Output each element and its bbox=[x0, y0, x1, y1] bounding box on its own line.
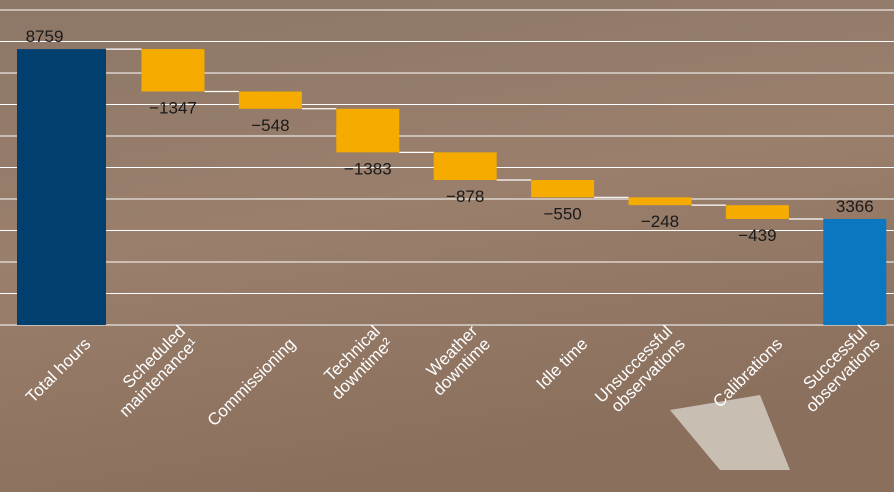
bar bbox=[433, 152, 497, 181]
bar bbox=[531, 180, 595, 198]
data-label: −1347 bbox=[149, 99, 197, 118]
bar bbox=[725, 205, 789, 219]
bar bbox=[628, 197, 692, 206]
data-label: −439 bbox=[738, 226, 776, 245]
bar bbox=[238, 91, 302, 109]
bar bbox=[823, 218, 887, 325]
data-label: −548 bbox=[251, 116, 289, 135]
data-label: −550 bbox=[543, 204, 581, 223]
bar bbox=[141, 49, 205, 92]
data-label: −1383 bbox=[344, 159, 392, 178]
background-feature bbox=[670, 395, 790, 470]
data-label: −878 bbox=[446, 187, 484, 206]
data-label: 8759 bbox=[26, 27, 64, 46]
data-label: 3366 bbox=[836, 197, 874, 216]
bar bbox=[17, 49, 106, 326]
bar bbox=[336, 108, 400, 153]
data-label: −248 bbox=[641, 212, 679, 231]
